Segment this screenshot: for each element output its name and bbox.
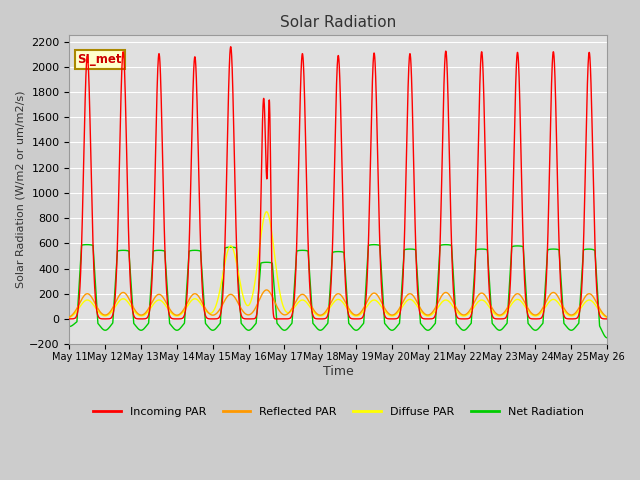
Title: Solar Radiation: Solar Radiation xyxy=(280,15,396,30)
Text: SI_met: SI_met xyxy=(77,53,122,66)
X-axis label: Time: Time xyxy=(323,364,354,378)
Y-axis label: Solar Radiation (W/m2 or um/m2/s): Solar Radiation (W/m2 or um/m2/s) xyxy=(15,91,25,288)
Legend: Incoming PAR, Reflected PAR, Diffuse PAR, Net Radiation: Incoming PAR, Reflected PAR, Diffuse PAR… xyxy=(88,402,588,421)
